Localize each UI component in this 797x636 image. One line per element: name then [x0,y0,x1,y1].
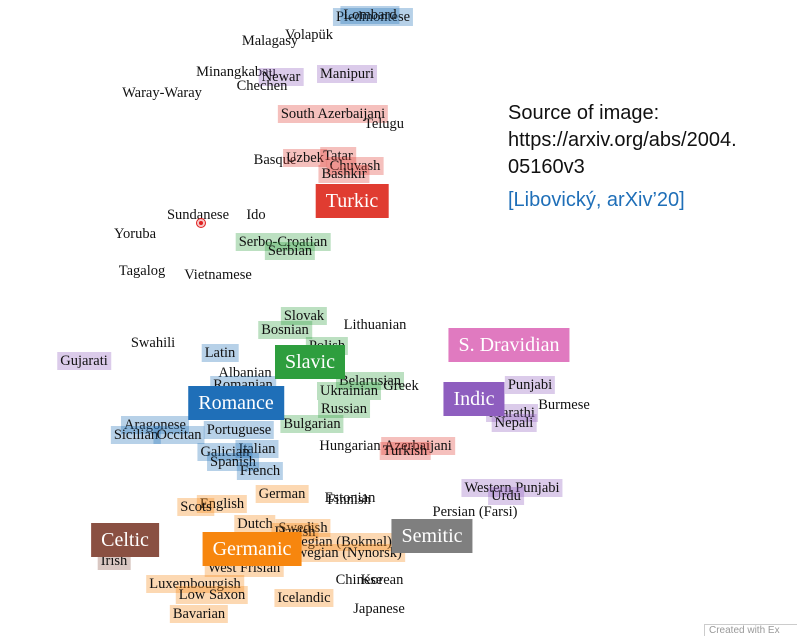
language-label: Albanian [218,365,272,381]
language-label: French [236,462,284,480]
language-label: Swahili [130,335,176,351]
language-label: Bosnian [258,321,312,339]
language-label: Latin [201,344,239,362]
family-label: S. Dravidian [448,328,570,362]
watermark: Created with Ex [704,624,797,636]
language-label: Volapük [284,27,334,43]
family-label: Turkic [315,184,389,218]
language-label: Tatar [320,147,356,165]
language-label: Galician [197,443,253,461]
language-label: Finnish [327,492,371,508]
language-label: Scots [177,498,215,516]
language-label: Spanish [207,453,259,471]
language-label: Persian (Farsi) [432,504,518,520]
language-label: Japanese [353,601,405,617]
language-label: Ido [246,207,266,223]
language-label: Belarusian [335,372,405,390]
language-label: Bashkir [318,165,370,183]
language-label: Piedmontese [332,8,414,26]
source-url-continued[interactable]: 05160v3 [508,156,585,178]
citation: [Libovický, arXiv’20] [508,189,685,211]
language-label: Sicilian [110,426,162,444]
language-label: Bavarian [169,605,229,623]
language-label: Greek [383,378,419,394]
language-label: Serbian [264,242,316,260]
language-label: Bulgarian [280,415,344,433]
language-label: Turkish [379,442,431,460]
language-label: Serbo-Croatian [235,233,331,251]
source-annotation: Source of image: https://arxiv.org/abs/2… [508,100,793,214]
language-label: South Azerbaijani [277,105,389,123]
language-label: Urdu [488,487,524,505]
language-label: Portuguese [203,421,275,439]
language-label: Italian [235,440,279,458]
language-label: Estonian [324,490,376,506]
language-label: Yoruba [113,226,157,242]
language-label: Lombard [340,6,400,24]
language-label: Telugu [363,116,405,132]
family-label: Slavic [275,345,345,379]
language-label: Burmese [538,397,590,413]
language-label: Punjabi [504,376,556,394]
family-label: Semitic [391,519,473,553]
language-label: Nepali [491,414,537,432]
family-label: Indic [443,382,505,416]
language-label: Basque [253,152,297,168]
language-label: Norwegian (Nynorsk) [271,544,405,562]
language-label: Hungarian [319,438,381,454]
language-label: Waray-Waray [122,85,202,101]
language-label: Icelandic [274,589,334,607]
language-label: Minangkabau [196,64,276,80]
language-label: Uzbek [283,149,327,167]
language-label: Malagasy [241,33,299,49]
language-label: Chinese [335,572,383,588]
language-label: Ukrainian [317,382,381,400]
language-label: Tagalog [118,263,166,279]
language-label: Luxembourgish [146,575,244,593]
language-label: Dutch [234,515,276,533]
language-label: Korean [360,572,404,588]
language-label: Western Punjabi [461,479,563,497]
language-label: English [196,495,248,513]
language-label: Azerbaijani [381,437,455,455]
language-label: Gujarati [57,352,111,370]
family-label: Germanic [202,532,302,566]
language-label: Chuvash [326,157,384,175]
language-label: Russian [318,400,370,418]
language-label: Lithuanian [343,317,407,333]
language-label: Aragonese [120,416,190,434]
language-label: Vietnamese [184,267,252,283]
cursor-pointer-dot [196,218,206,228]
language-label: Occitan [153,426,205,444]
language-label: German [255,485,309,503]
family-label: Celtic [91,523,159,557]
source-url[interactable]: https://arxiv.org/abs/2004. [508,129,737,151]
source-label: Source of image: [508,102,660,124]
family-label: Romance [188,386,284,420]
language-label: Newar [258,68,304,86]
language-label: Sundanese [166,207,230,223]
language-label: Low Saxon [175,586,249,604]
language-label: Slovak [280,307,328,325]
language-label: Chechen [236,78,288,94]
language-label: Manipuri [317,65,377,83]
